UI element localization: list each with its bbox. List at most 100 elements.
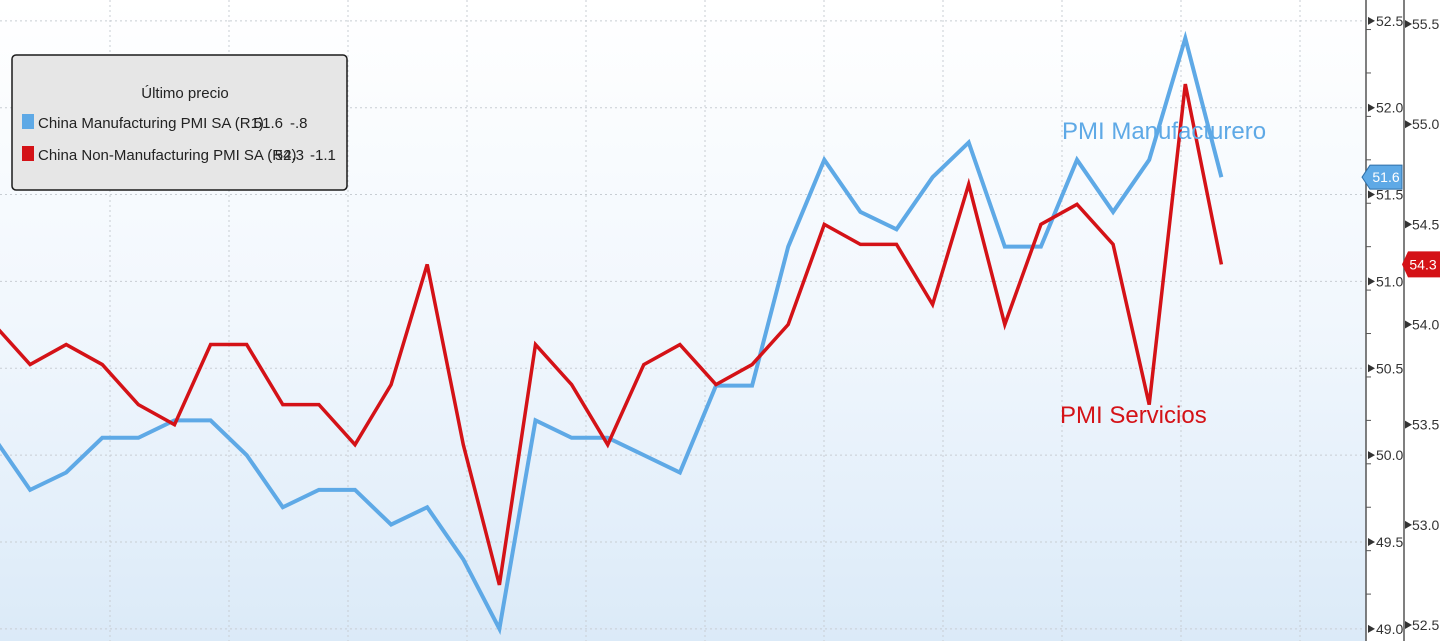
point-services <box>968 184 969 185</box>
tick-label-r1: 50.0 <box>1376 447 1403 463</box>
series-line-services <box>0 83 1224 586</box>
tick-label-r1: 49.5 <box>1376 534 1403 550</box>
tick-label-r2: 54.5 <box>1412 216 1439 232</box>
point-manufacturing <box>391 524 392 525</box>
point-manufacturing <box>30 489 31 490</box>
point-services <box>138 404 139 405</box>
point-services <box>571 384 572 385</box>
point-services <box>535 344 536 345</box>
point-manufacturing <box>427 507 428 508</box>
tick-label-r1: 51.5 <box>1376 187 1403 203</box>
tick-mark-r1 <box>1368 451 1375 460</box>
point-services <box>1040 224 1041 225</box>
tick-mark-r2 <box>1405 420 1412 429</box>
point-services <box>860 244 861 245</box>
point-services <box>752 364 753 365</box>
point-manufacturing <box>210 420 211 421</box>
point-manufacturing <box>1221 177 1222 178</box>
point-services <box>391 384 392 385</box>
tick-label-r2: 55.5 <box>1412 16 1439 32</box>
legend-change-manufacturing: -.8 <box>290 115 308 132</box>
point-manufacturing <box>752 385 753 386</box>
point-manufacturing <box>788 246 789 247</box>
series-line-manufacturing <box>0 30 1224 636</box>
point-services <box>788 324 789 325</box>
series-label-services: PMI Servicios <box>1060 402 1207 429</box>
badge-label-manufacturing: 51.6 <box>1372 169 1399 185</box>
tick-label-r2: 54.0 <box>1412 317 1439 333</box>
axis-r2: 55.5 55.0 54.5 54.0 53.5 53.0 52.5 <box>1403 0 1439 641</box>
point-services <box>824 224 825 225</box>
point-services <box>463 444 464 445</box>
point-manufacturing <box>679 472 680 473</box>
point-manufacturing <box>535 420 536 421</box>
tick-mark-r2 <box>1405 320 1412 329</box>
point-services <box>174 424 175 425</box>
legend-value-manufacturing: 51.6 <box>254 115 283 132</box>
tick-mark-r1 <box>1368 364 1375 373</box>
series-lines <box>0 30 1224 636</box>
legend-change-services: -1.1 <box>310 147 336 164</box>
point-manufacturing <box>896 229 897 230</box>
legend-value-services: 54.3 <box>275 147 304 164</box>
tick-label-r1: 51.0 <box>1376 273 1403 289</box>
tick-mark-r2 <box>1405 520 1412 529</box>
axis-r1: 52.5 52.0 51.5 51.0 50.5 50.0 49.5 49.0 <box>1365 0 1403 641</box>
legend-swatch-manufacturing <box>22 114 34 129</box>
point-manufacturing <box>860 211 861 212</box>
point-manufacturing <box>463 559 464 560</box>
point-services <box>643 364 644 365</box>
point-services <box>318 404 319 405</box>
point-services <box>102 364 103 365</box>
tick-mark-r2 <box>1405 620 1412 629</box>
point-manufacturing <box>66 472 67 473</box>
badge-services <box>1402 251 1440 278</box>
tick-mark-r1 <box>1368 16 1375 25</box>
point-manufacturing <box>1040 246 1041 247</box>
legend-swatch-services <box>22 146 34 161</box>
point-manufacturing <box>968 142 969 143</box>
point-manufacturing <box>643 455 644 456</box>
point-manufacturing <box>102 437 103 438</box>
point-manufacturing <box>355 489 356 490</box>
point-services <box>716 384 717 385</box>
badge-label-services: 54.3 <box>1409 256 1436 272</box>
point-services <box>1185 84 1186 85</box>
tick-mark-r2 <box>1405 120 1412 129</box>
tick-mark-r1 <box>1368 277 1375 286</box>
tick-label-r1: 52.5 <box>1376 13 1403 29</box>
tick-label-r2: 55.0 <box>1412 116 1439 132</box>
legend-title: Último precio <box>141 85 229 102</box>
point-manufacturing <box>318 489 319 490</box>
badge-manufacturing <box>1361 164 1403 190</box>
point-manufacturing <box>499 628 500 629</box>
point-services <box>1221 264 1222 265</box>
tick-label-r2: 53.0 <box>1412 517 1439 533</box>
tick-label-r1: 49.0 <box>1376 621 1403 637</box>
point-manufacturing <box>1004 246 1005 247</box>
point-manufacturing <box>824 159 825 160</box>
point-services <box>210 344 211 345</box>
tick-mark-r1 <box>1368 103 1375 112</box>
point-services <box>932 304 933 305</box>
point-services <box>1113 244 1114 245</box>
point-services <box>896 244 897 245</box>
point-manufacturing <box>282 507 283 508</box>
tick-label-r2: 53.5 <box>1412 417 1439 433</box>
tick-label-r1: 50.5 <box>1376 360 1403 376</box>
point-manufacturing <box>246 455 247 456</box>
point-services <box>30 364 31 365</box>
point-manufacturing <box>1077 159 1078 160</box>
last-value-badges: 51.6 54.3 <box>1361 164 1440 278</box>
legend-entry-services: China Non-Manufacturing PMI SA (R2) <box>38 147 296 164</box>
point-manufacturing <box>1149 159 1150 160</box>
point-services <box>66 344 67 345</box>
tick-mark-r2 <box>1405 220 1412 229</box>
point-manufacturing <box>1113 211 1114 212</box>
tick-mark-r1 <box>1368 537 1375 546</box>
tick-mark-r1 <box>1368 190 1375 199</box>
point-services <box>282 404 283 405</box>
point-services <box>679 344 680 345</box>
tick-label-r2: 52.5 <box>1412 617 1439 633</box>
point-manufacturing <box>138 437 139 438</box>
